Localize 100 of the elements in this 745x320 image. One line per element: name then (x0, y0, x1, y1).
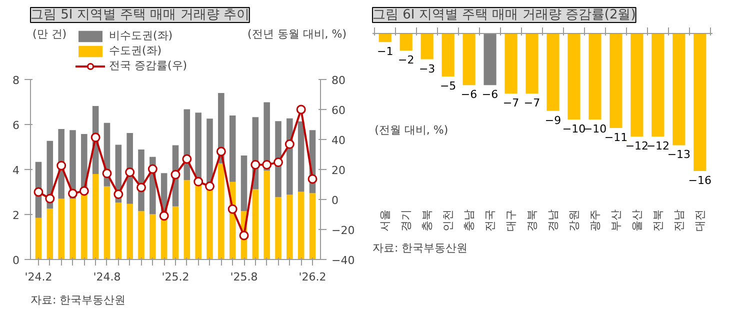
bar (81, 194, 88, 260)
x-tick-label: 부산 (609, 210, 622, 232)
point (159, 211, 169, 221)
data-label: −3 (418, 62, 436, 76)
y-tick-label: 8 (12, 74, 20, 87)
point (308, 174, 318, 184)
x-tick-label: '24.2 (24, 270, 52, 284)
bar (126, 204, 133, 260)
data-label: −1 (376, 45, 394, 58)
legend-label: 전국 증감률(우) (109, 58, 188, 73)
data-label: −7 (502, 96, 520, 110)
point (274, 158, 284, 168)
point (114, 190, 124, 199)
x-tick-label: 경남 (546, 210, 560, 232)
point (250, 160, 260, 170)
x-tick-label: 인천 (442, 210, 455, 232)
data-label: −6 (482, 88, 498, 102)
point (228, 204, 238, 214)
point (284, 139, 294, 149)
data-label: −9 (544, 114, 562, 127)
data-label: −12 (625, 140, 649, 153)
bar (184, 180, 190, 260)
x-tick-label: 강원 (567, 210, 580, 232)
chart-title: 그림 6I 지역별 주택 매매 거래량 증감률(2월) (372, 8, 636, 22)
bar (195, 183, 202, 260)
point (262, 160, 272, 170)
bar (58, 198, 64, 260)
data-label: −11 (604, 131, 628, 144)
point (170, 170, 180, 180)
bar (218, 163, 224, 260)
x-tick-label: 충북 (420, 210, 434, 232)
bar (275, 197, 282, 260)
legend-label: 수도권(좌) (109, 43, 162, 58)
data-label: −13 (667, 148, 691, 162)
x-tick-label: 서울 (378, 210, 392, 232)
annotation: (전월 대비, %) (374, 124, 448, 137)
x-tick-label: 경북 (526, 210, 539, 232)
data-label: −10 (583, 122, 607, 136)
y2-tick-label: 0 (332, 194, 338, 207)
x-tick-label: 광주 (588, 210, 602, 232)
bar (70, 198, 76, 260)
y2-tick-label: −20 (332, 224, 355, 237)
bar (150, 214, 156, 260)
bar (92, 174, 99, 260)
y2-axis-title: (전년 동월 대비, %) (247, 28, 347, 40)
point (216, 146, 226, 156)
chart-title: 그림 5I 지역별 주택 매매 거래량 추이 (30, 8, 250, 22)
data-label: −12 (646, 140, 670, 153)
bar (138, 211, 144, 260)
y2-tick-label: −40 (332, 254, 355, 267)
point (205, 182, 214, 192)
bar (35, 218, 42, 260)
bar (229, 116, 236, 182)
bar (172, 206, 179, 260)
x-tick-label: '26.2 (298, 270, 326, 284)
x-tick-label: 전국 (484, 210, 497, 232)
point (125, 167, 135, 177)
bar (298, 121, 304, 192)
y-tick-label: 0 (12, 254, 20, 267)
point (90, 132, 100, 142)
bar (309, 193, 316, 260)
text: 자료: 한국부동산원 (30, 294, 126, 306)
data-label: −6 (460, 88, 478, 102)
data-label: −10 (562, 122, 586, 136)
data-label: −7 (524, 96, 540, 110)
point (34, 187, 44, 197)
bar (160, 219, 168, 260)
x-tick-label: 대전 (693, 210, 706, 232)
y2-tick-label: 20 (332, 164, 346, 177)
point (136, 182, 146, 192)
legend-label: 비수도권(좌) (109, 28, 173, 43)
bar (104, 186, 110, 260)
text: 자료: 한국부동산원 (372, 242, 468, 254)
point (148, 164, 158, 174)
x-tick-label: 충남 (462, 210, 476, 232)
x-tick-label: 전북 (651, 210, 664, 232)
y2-tick-label: 40 (332, 134, 346, 147)
data-label: −16 (688, 174, 712, 187)
x-tick-label: '24.8 (93, 270, 121, 284)
point (79, 186, 89, 196)
y-axis-title: (만 건) (32, 28, 67, 40)
x-tick-label: '25.8 (230, 270, 258, 284)
point (45, 194, 55, 204)
data-label: −2 (398, 54, 414, 67)
y2-tick-label: 60 (332, 104, 346, 117)
x-tick-label: '25.2 (162, 270, 190, 284)
x-tick-label: 전남 (672, 210, 686, 232)
y-tick-label: 2 (12, 209, 20, 222)
bar (206, 188, 213, 260)
bar (46, 208, 54, 260)
x-tick-label: 경기 (400, 210, 413, 232)
bar (286, 194, 293, 260)
point (239, 230, 249, 240)
point (182, 154, 192, 164)
data-label: −5 (440, 79, 456, 92)
y-tick-label: 6 (12, 119, 20, 132)
x-tick-label: 대구 (504, 210, 518, 232)
bar (298, 192, 304, 260)
point (102, 168, 112, 178)
x-tick-label: 울산 (630, 210, 644, 232)
